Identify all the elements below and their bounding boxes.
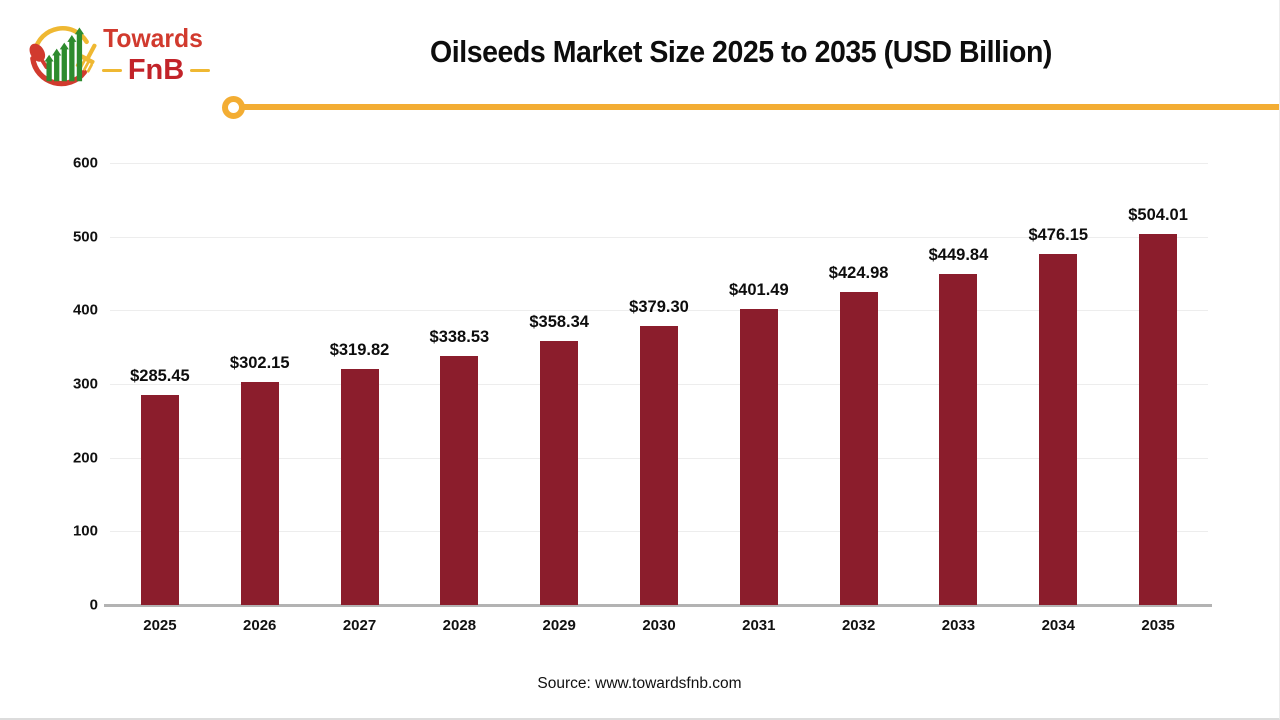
- brand-name-line1: Towards: [103, 23, 203, 53]
- brand-logo: Towards FnB: [24, 10, 224, 102]
- brand-name: Towards FnB: [96, 23, 216, 85]
- brand-name-line2: FnB: [127, 54, 185, 86]
- x-axis-line: [104, 604, 1212, 607]
- x-axis-label-2029: 2029: [542, 617, 576, 634]
- y-axis-label-300: 300: [72, 375, 98, 393]
- value-label-2028: $338.53: [429, 327, 490, 346]
- value-label-2029: $358.34: [529, 313, 589, 332]
- source-note: Source: www.towardsfnb.com: [537, 675, 742, 692]
- value-label-2032: $424.98: [828, 263, 889, 282]
- bar-2026: [240, 382, 279, 605]
- x-axis-label-2033: 2033: [941, 617, 976, 634]
- x-axis-label-2028: 2028: [442, 617, 477, 634]
- brand-dash-left: [101, 68, 122, 72]
- bar-2030: [640, 325, 678, 605]
- brand-dash-right: [190, 68, 211, 72]
- value-label-2033: $449.84: [928, 245, 989, 264]
- x-axis-label-2030: 2030: [642, 617, 676, 634]
- title-underline: [243, 104, 1279, 110]
- bar-2032: [839, 291, 878, 605]
- value-label-2027: $319.82: [329, 341, 390, 360]
- y-axis-label-500: 500: [72, 228, 98, 246]
- x-axis-label-2025: 2025: [143, 617, 177, 634]
- value-label-2034: $476.15: [1028, 226, 1089, 245]
- bar-2031: [739, 309, 778, 605]
- bar-2029: [540, 341, 579, 605]
- x-axis-label-2034: 2034: [1041, 617, 1075, 634]
- x-axis-label-2027: 2027: [342, 617, 377, 634]
- chart-title: Oilseeds Market Size 2025 to 2035 (USD B…: [429, 34, 1052, 69]
- x-axis-label-2026: 2026: [243, 617, 277, 634]
- x-axis-label-2031: 2031: [742, 617, 776, 634]
- growth-bars-icon: [44, 27, 84, 82]
- value-label-2035: $504.01: [1128, 205, 1188, 224]
- spoon-icon: [29, 43, 49, 70]
- x-axis-label-2032: 2032: [841, 617, 876, 634]
- x-axis-label-2035: 2035: [1141, 617, 1175, 634]
- y-axis-label-600: 600: [72, 154, 98, 172]
- bar-2033: [939, 273, 978, 605]
- bar-chart-plot-area: 0 100 200 300 400 500 600 $285.45 2025 $302.15 202…: [73, 155, 1212, 634]
- bar-2027: [340, 369, 379, 605]
- value-label-2026: $302.15: [229, 354, 290, 373]
- y-axis-label-200: 200: [72, 449, 98, 467]
- value-label-2030: $379.30: [629, 297, 689, 316]
- y-axis-label-0: 0: [89, 596, 98, 614]
- y-axis-label-100: 100: [72, 522, 98, 540]
- bar-2034: [1039, 254, 1078, 605]
- bar-2035: [1139, 233, 1178, 605]
- bar-2028: [440, 355, 479, 605]
- divider-ring-icon: [222, 96, 245, 119]
- bar-2025: [140, 394, 179, 605]
- gridline-400: [110, 310, 1208, 312]
- gridline-600: [110, 163, 1208, 164]
- value-label-2031: $401.49: [728, 281, 789, 300]
- gridline-500: [110, 236, 1208, 238]
- y-axis-label-400: 400: [72, 301, 98, 319]
- value-label-2025: $285.45: [130, 366, 190, 385]
- brand-logo-icon: [29, 26, 97, 87]
